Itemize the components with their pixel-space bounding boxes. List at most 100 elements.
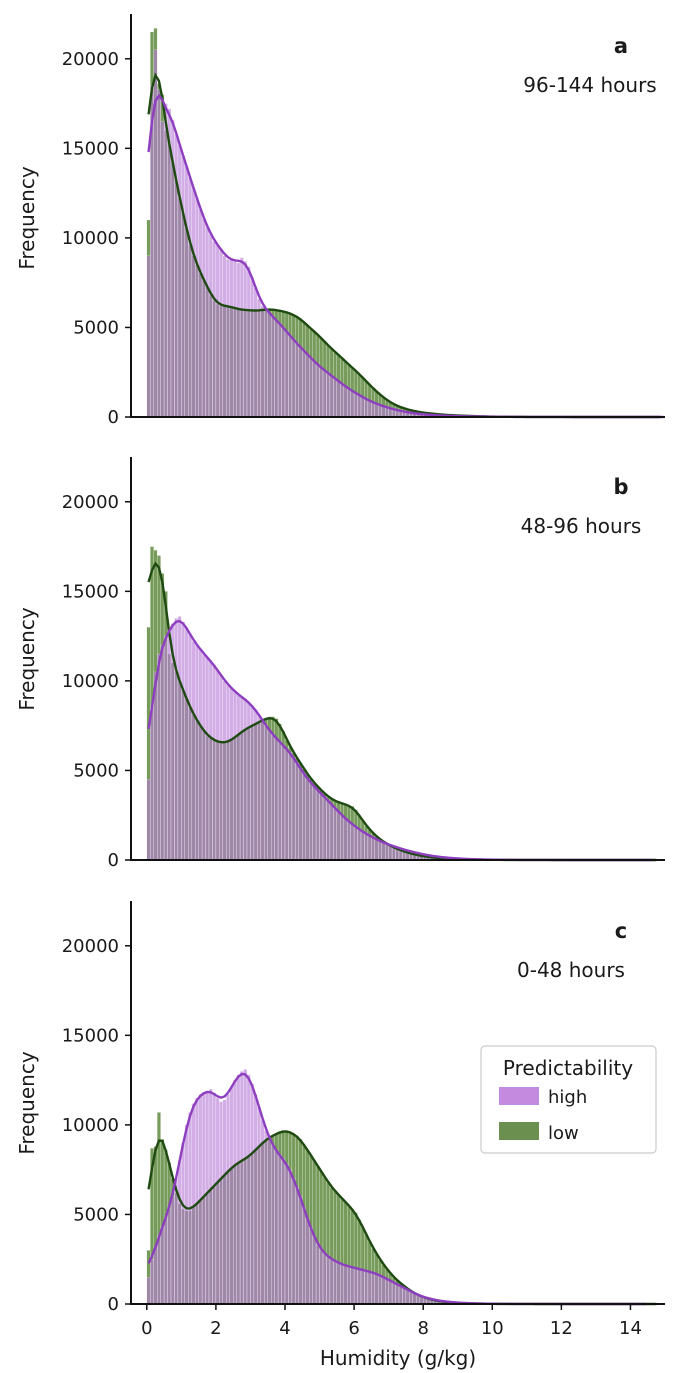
y-tick-label: 0 bbox=[108, 850, 119, 871]
bar-high-0 bbox=[146, 779, 151, 861]
bar-high-51 bbox=[322, 797, 327, 861]
bar-high-11 bbox=[184, 166, 189, 418]
bar-high-13 bbox=[191, 1103, 196, 1305]
bar-high-26 bbox=[236, 262, 241, 418]
bar-high-33 bbox=[260, 1119, 265, 1305]
bar-high-10 bbox=[181, 155, 185, 418]
bar-high-67 bbox=[378, 1275, 382, 1305]
bar-high-44 bbox=[298, 768, 303, 861]
bar-high-61 bbox=[357, 394, 362, 418]
bar-high-26 bbox=[236, 1074, 241, 1305]
bar-high-45 bbox=[302, 773, 306, 861]
bar-high-30 bbox=[250, 277, 255, 418]
bar-high-42 bbox=[291, 339, 296, 418]
bar-high-20 bbox=[215, 669, 220, 861]
bar-high-43 bbox=[295, 1187, 299, 1305]
bar-high-62 bbox=[360, 1269, 365, 1305]
bar-high-16 bbox=[201, 653, 206, 861]
bar-high-55 bbox=[336, 381, 341, 418]
bar-high-21 bbox=[219, 675, 223, 861]
x-tick-label: 2 bbox=[210, 1318, 221, 1339]
legend: Predictability high low bbox=[480, 1045, 657, 1154]
bar-high-59 bbox=[350, 1267, 355, 1305]
x-tick-label: 12 bbox=[550, 1318, 573, 1339]
bar-high-41 bbox=[288, 752, 293, 861]
bar-high-41 bbox=[288, 1169, 293, 1305]
y-tick-label: 20000 bbox=[62, 936, 119, 957]
bar-high-10 bbox=[181, 1142, 185, 1305]
panel-subtitle-a: 96-144 hours bbox=[523, 73, 656, 97]
bar-high-35 bbox=[267, 312, 272, 418]
bar-high-29 bbox=[246, 1074, 251, 1305]
bar-high-63 bbox=[364, 1270, 369, 1305]
bar-high-38 bbox=[277, 741, 282, 861]
bar-high-4 bbox=[160, 121, 165, 418]
bar-high-56 bbox=[340, 1264, 344, 1305]
bar-high-27 bbox=[239, 1070, 244, 1305]
bar-high-29 bbox=[246, 266, 251, 418]
bar-high-44 bbox=[298, 346, 303, 418]
bar-high-64 bbox=[367, 1271, 372, 1305]
bar-high-62 bbox=[360, 397, 365, 418]
panel-subtitle-b: 48-96 hours bbox=[521, 514, 642, 538]
y-tick-label: 10000 bbox=[62, 228, 119, 249]
bar-high-65 bbox=[371, 837, 375, 861]
bar-high-45 bbox=[302, 1208, 306, 1305]
bar-high-73 bbox=[398, 1285, 403, 1305]
bar-high-31 bbox=[253, 709, 258, 861]
y-tick-label: 0 bbox=[108, 407, 119, 428]
plot-area-c: 0 5000 10000 15000 20000 0 2 4 6 8 10 12 14 bbox=[62, 901, 665, 1339]
bar-high-30 bbox=[250, 705, 255, 861]
bar-high-14 bbox=[195, 198, 199, 418]
bar-high-18 bbox=[208, 661, 213, 861]
y-tick-label: 20000 bbox=[62, 49, 119, 70]
bar-high-27 bbox=[239, 257, 244, 418]
bar-high-14 bbox=[195, 644, 199, 861]
bar-high-65 bbox=[371, 1272, 375, 1305]
bar-high-0 bbox=[146, 255, 151, 418]
bar-high-61 bbox=[357, 1268, 362, 1305]
panel-b: 0 5000 10000 15000 20000 b 48-96 hours Frequ… bbox=[15, 457, 665, 871]
bar-high-49 bbox=[315, 1244, 320, 1305]
bar-high-36 bbox=[271, 1146, 275, 1305]
bar-high-57 bbox=[343, 818, 348, 861]
bar-high-5 bbox=[163, 635, 168, 861]
bar-high-62 bbox=[360, 831, 365, 861]
bar-high-10 bbox=[181, 621, 185, 861]
bar-high-20 bbox=[215, 1097, 220, 1305]
bar-high-68 bbox=[381, 406, 386, 418]
bar-high-56 bbox=[340, 383, 344, 418]
bar-high-53 bbox=[329, 1259, 334, 1305]
bar-high-46 bbox=[305, 1219, 310, 1305]
bar-high-64 bbox=[367, 400, 372, 418]
x-tick-label: 8 bbox=[417, 1318, 428, 1339]
bar-high-25 bbox=[233, 691, 237, 861]
x-tick-label: 0 bbox=[141, 1318, 152, 1339]
bar-high-21 bbox=[219, 248, 223, 418]
bar-high-74 bbox=[402, 1287, 407, 1305]
bar-high-40 bbox=[284, 748, 289, 861]
bar-high-35 bbox=[267, 730, 272, 861]
x-axis-label: Humidity (g/kg) bbox=[320, 1346, 476, 1370]
bar-high-51 bbox=[322, 1253, 327, 1305]
bar-high-41 bbox=[288, 336, 293, 418]
bar-high-69 bbox=[385, 1278, 389, 1305]
y-tick-label: 0 bbox=[108, 1294, 119, 1315]
bar-high-50 bbox=[319, 367, 324, 418]
bar-high-39 bbox=[281, 745, 286, 861]
y-tick-label: 20000 bbox=[62, 492, 119, 513]
bar-high-42 bbox=[291, 1178, 296, 1305]
bar-high-26 bbox=[236, 695, 241, 861]
bar-high-63 bbox=[364, 833, 369, 861]
bar-high-0 bbox=[146, 1276, 151, 1305]
panel-subtitle-c: 0-48 hours bbox=[517, 958, 625, 982]
bar-high-54 bbox=[333, 807, 337, 861]
bar-high-53 bbox=[329, 375, 334, 418]
bar-high-75 bbox=[405, 1289, 410, 1305]
panel-a: 0 5000 10000 15000 20000 a 96-144 hours Freq… bbox=[15, 14, 665, 428]
bar-high-4 bbox=[160, 644, 165, 861]
y-axis-label-c: Frequency bbox=[15, 1051, 39, 1154]
bar-high-22 bbox=[222, 1099, 227, 1305]
bar-high-61 bbox=[357, 829, 362, 861]
y-tick-label: 5000 bbox=[73, 317, 119, 338]
